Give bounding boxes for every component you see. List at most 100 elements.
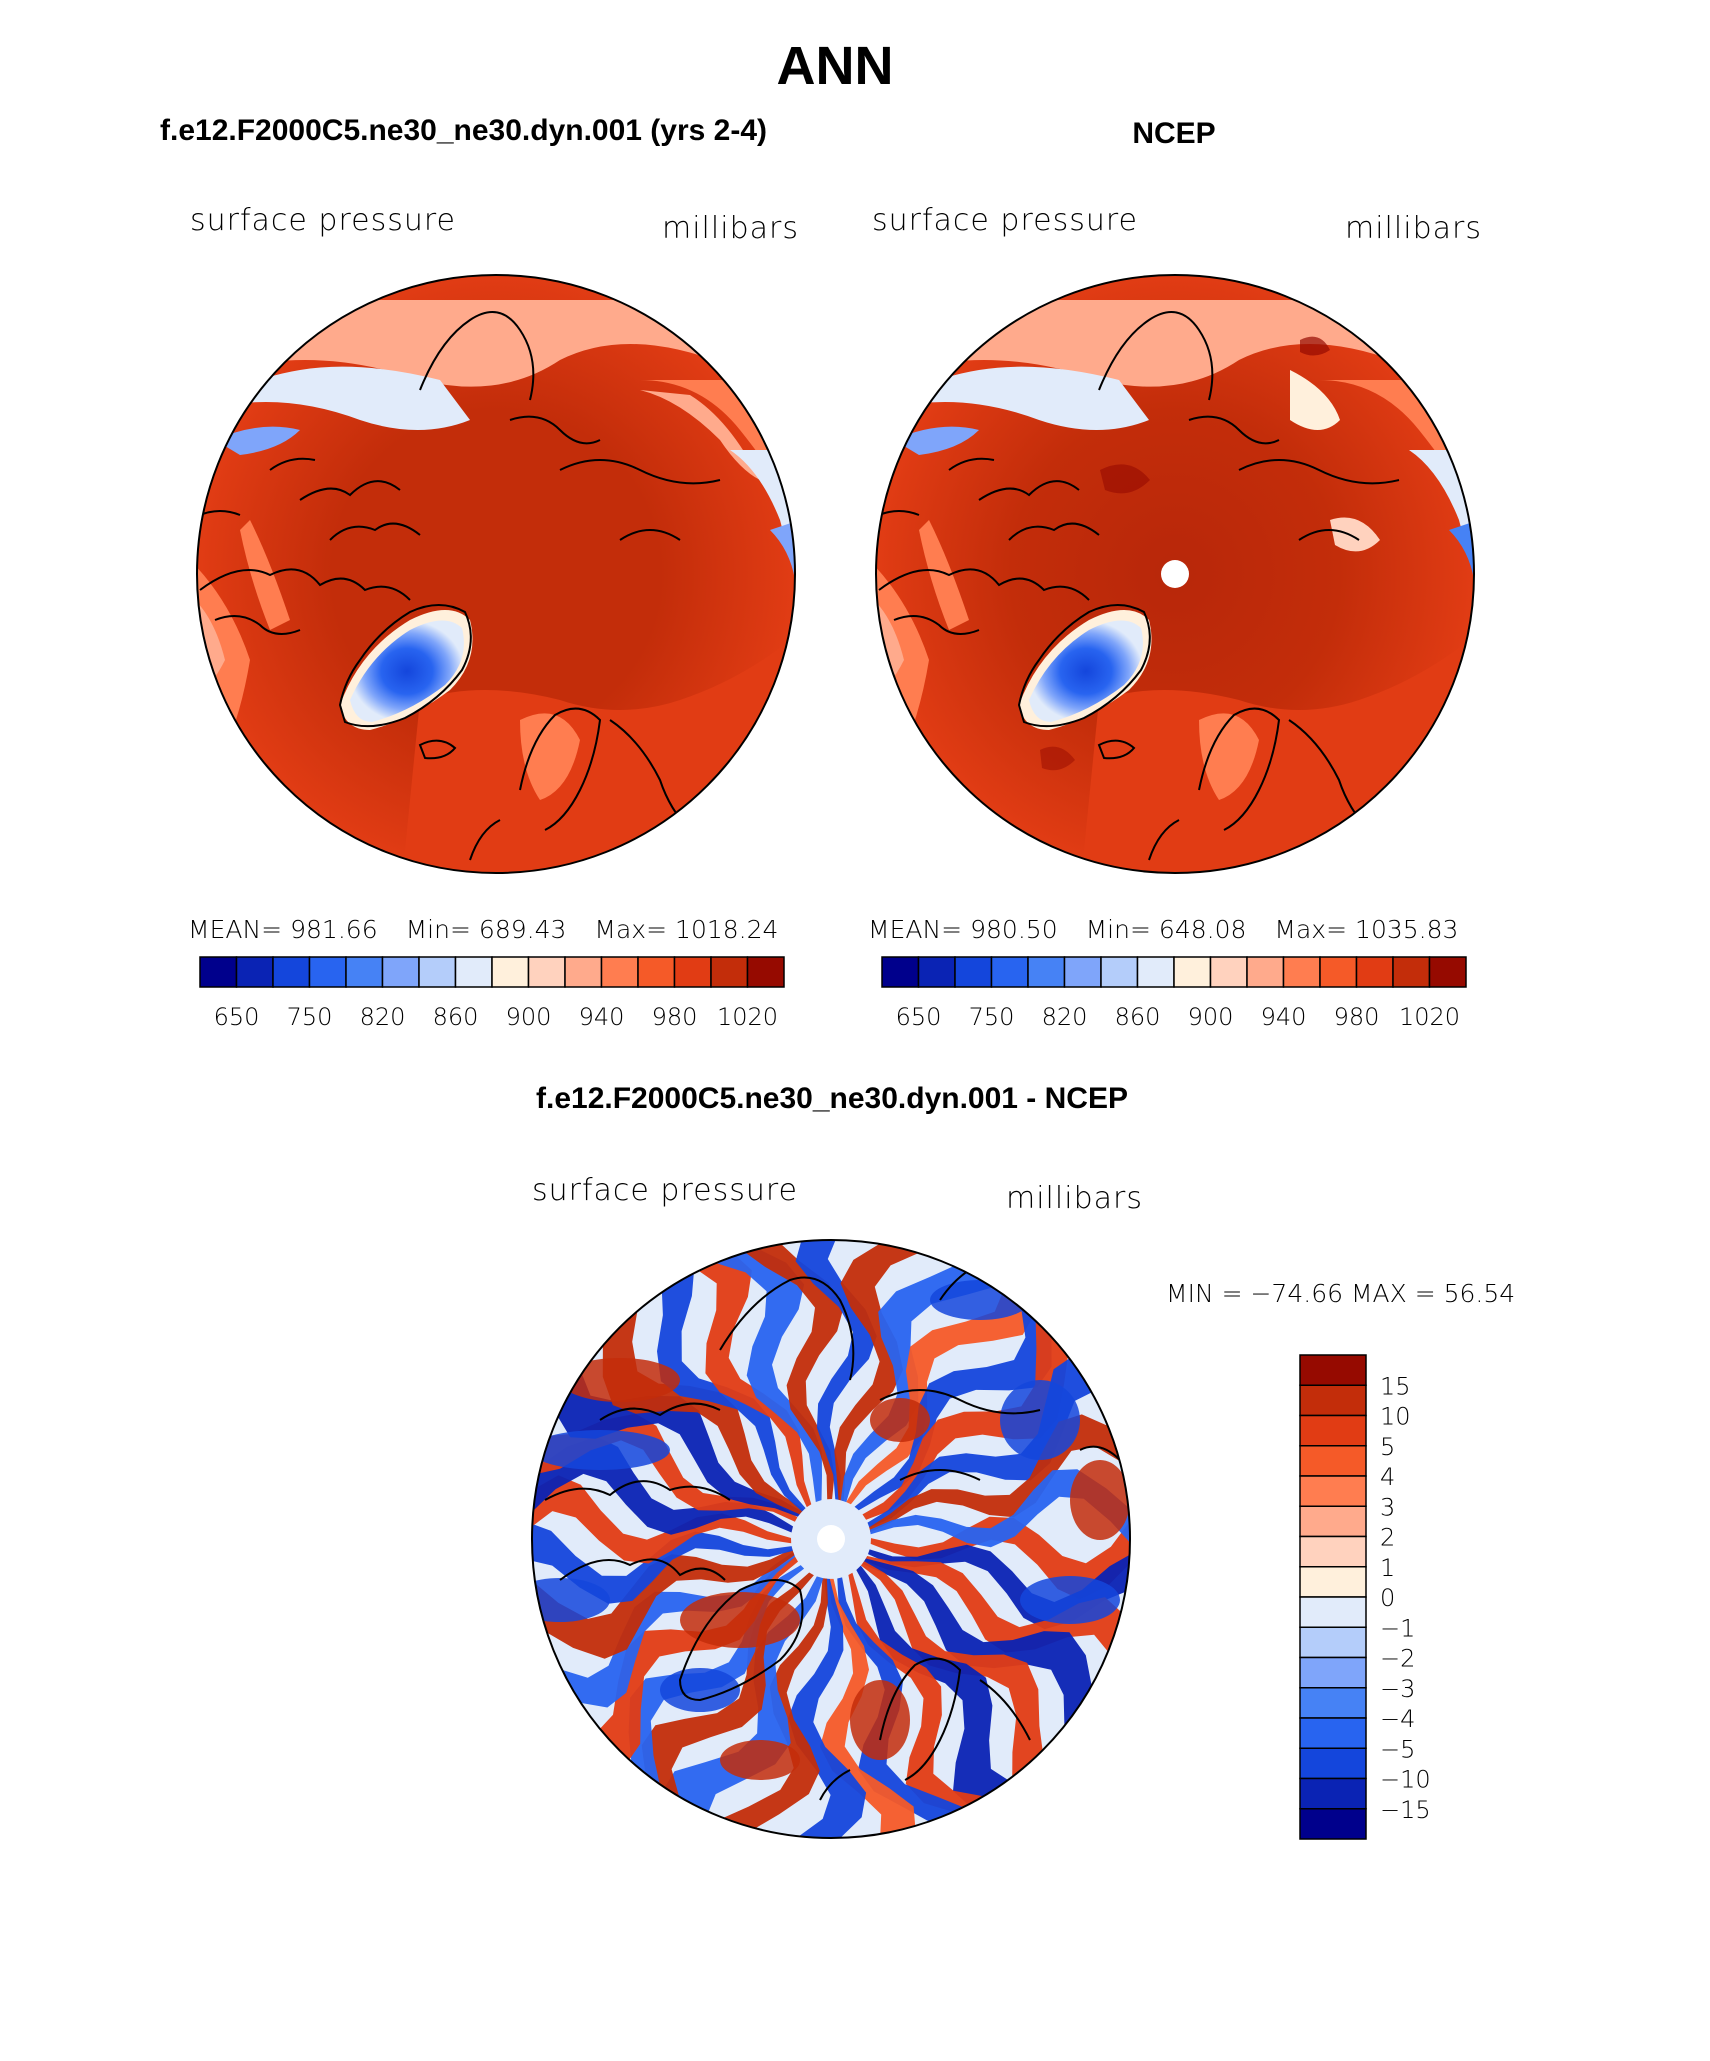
colorbar-difference-swatch — [1299, 1535, 1367, 1568]
colorbar-difference-swatch — [1299, 1566, 1367, 1598]
colorbar-difference-tick-label: −5 — [1380, 1735, 1415, 1763]
colorbar-difference-swatch — [1299, 1596, 1367, 1628]
colorbar-ncep-swatch — [990, 956, 1029, 988]
colorbar-model-swatch — [673, 956, 712, 988]
colorbar-ncep-swatch — [1136, 956, 1175, 988]
colorbar-difference-swatch — [1299, 1475, 1367, 1507]
colorbar-ncep-tick-label: 940 — [1261, 1003, 1307, 1031]
colorbar-difference-swatch — [1299, 1384, 1367, 1417]
colorbar-model-swatch — [746, 956, 785, 988]
colorbar-difference-swatch — [1299, 1808, 1367, 1840]
panel-ncep: NCEP surface pressure millibars — [868, 117, 1482, 1031]
colorbar-ncep-swatch — [1027, 956, 1066, 988]
colorbar-difference-tick-label: 10 — [1380, 1403, 1411, 1431]
colorbar-model-tick-label: 940 — [579, 1003, 625, 1031]
colorbar-ncep-swatch — [1392, 956, 1431, 988]
panel-model-units: millibars — [662, 211, 799, 246]
colorbar-model-tick-label: 750 — [287, 1003, 333, 1031]
map-difference — [532, 1240, 1130, 1838]
colorbar-model-swatch — [418, 956, 457, 988]
colorbar-model: 650 750 820 860 900 940 980 1020 — [199, 956, 785, 1031]
colorbar-ncep-tick-label: 650 — [896, 1003, 942, 1031]
map-model — [197, 275, 795, 873]
figure-title: ANN — [777, 36, 894, 96]
map-ncep-boundary — [875, 274, 1475, 874]
colorbar-ncep-swatch — [1282, 956, 1321, 988]
colorbar-ncep-swatch — [1319, 956, 1358, 988]
map-model-boundary — [196, 274, 796, 874]
coastlines-model — [197, 311, 721, 861]
colorbar-model-swatch — [527, 956, 566, 988]
colorbar-difference-tick-label: −4 — [1380, 1705, 1415, 1733]
colorbar-model-tick-label: 650 — [214, 1003, 260, 1031]
colorbar-ncep-swatch — [1173, 956, 1212, 988]
colorbar-difference-swatch — [1299, 1626, 1367, 1659]
colorbar-difference-tick-label: −3 — [1380, 1675, 1415, 1703]
colorbar-ncep-swatch — [954, 956, 993, 988]
colorbar-ncep-swatch — [917, 956, 956, 988]
colorbar-difference-swatch — [1299, 1445, 1367, 1477]
panel-difference-title: f.e12.F2000C5.ne30_ne30.dyn.001 - NCEP — [536, 1082, 1128, 1115]
colorbar-model-tick-label: 820 — [360, 1003, 406, 1031]
colorbar-difference-tick-label: 4 — [1380, 1463, 1395, 1491]
colorbar-difference-swatch — [1299, 1354, 1367, 1386]
colorbar-difference-swatch — [1299, 1777, 1367, 1810]
colorbar-model-swatch — [710, 956, 749, 988]
colorbar-difference-tick-label: 0 — [1380, 1584, 1395, 1612]
colorbar-ncep-tick-label: 900 — [1188, 1003, 1234, 1031]
colorbar-difference-tick-label: −1 — [1380, 1614, 1415, 1642]
colorbar-model-swatch — [345, 956, 384, 988]
colorbar-ncep-tick-label: 980 — [1334, 1003, 1380, 1031]
colorbar-difference-tick-label: 3 — [1380, 1493, 1395, 1521]
colorbar-ncep-tick-label: 1020 — [1399, 1003, 1460, 1031]
panel-model-stats: MEAN= 981.66 Min= 689.43 Max= 1018.24 — [188, 915, 778, 944]
colorbar-difference-swatch — [1299, 1414, 1367, 1447]
colorbar-ncep-swatch — [1063, 956, 1102, 988]
colorbar-difference-tick-label: −10 — [1380, 1766, 1431, 1794]
colorbar-model-swatch — [235, 956, 274, 988]
colorbar-model-tick-label: 980 — [652, 1003, 698, 1031]
coastlines-difference — [544, 1259, 1121, 1801]
colorbar-model-swatch — [491, 956, 530, 988]
panel-difference-minmax: MIN = −74.66 MAX = 56.54 — [1166, 1279, 1515, 1308]
colorbar-model-tick-label: 1020 — [717, 1003, 778, 1031]
panel-difference-variable: surface pressure — [532, 1173, 798, 1208]
colorbar-difference-tick-label: 5 — [1380, 1433, 1395, 1461]
colorbar-ncep-swatch — [1246, 956, 1285, 988]
colorbar-difference-swatch — [1299, 1687, 1367, 1719]
colorbar-model-swatch — [308, 956, 347, 988]
panel-model-title: f.e12.F2000C5.ne30_ne30.dyn.001 (yrs 2-4… — [160, 114, 767, 147]
panel-model: f.e12.F2000C5.ne30_ne30.dyn.001 (yrs 2-4… — [160, 114, 799, 1031]
colorbar-ncep-swatch — [1428, 956, 1467, 988]
colorbar-model-tick-label: 860 — [433, 1003, 479, 1031]
colorbar-ncep: 650 750 820 860 900 940 980 1020 — [881, 956, 1467, 1031]
panel-ncep-variable: surface pressure — [872, 203, 1138, 238]
colorbar-model-swatch — [564, 956, 603, 988]
panel-model-variable: surface pressure — [190, 203, 456, 238]
panel-difference: f.e12.F2000C5.ne30_ne30.dyn.001 - NCEP s… — [531, 1082, 1515, 1840]
colorbar-ncep-tick-label: 820 — [1042, 1003, 1088, 1031]
coastlines-ncep — [876, 311, 1400, 861]
colorbar-ncep-swatch — [1100, 956, 1139, 988]
colorbar-ncep-swatch — [1355, 956, 1394, 988]
panel-difference-units: millibars — [1006, 1181, 1143, 1216]
colorbar-difference-swatch — [1299, 1505, 1367, 1538]
colorbar-model-swatch — [600, 956, 639, 988]
colorbar-model-swatch — [454, 956, 493, 988]
colorbar-difference-swatch — [1299, 1656, 1367, 1689]
colorbar-model-tick-label: 900 — [506, 1003, 552, 1031]
colorbar-difference-tick-label: 15 — [1380, 1372, 1411, 1400]
colorbar-difference-tick-label: 1 — [1380, 1554, 1395, 1582]
colorbar-difference-swatch — [1299, 1747, 1367, 1780]
colorbar-difference-tick-label: −2 — [1380, 1645, 1415, 1673]
colorbar-difference-swatch — [1299, 1717, 1367, 1749]
panel-ncep-title: NCEP — [1132, 117, 1215, 150]
panel-ncep-units: millibars — [1345, 211, 1482, 246]
colorbar-ncep-swatch — [881, 956, 920, 988]
map-ncep — [876, 275, 1474, 873]
colorbar-difference-tick-label: 2 — [1380, 1524, 1395, 1552]
colorbar-model-swatch — [272, 956, 311, 988]
colorbar-ncep-tick-label: 750 — [969, 1003, 1015, 1031]
colorbar-model-swatch — [381, 956, 420, 988]
